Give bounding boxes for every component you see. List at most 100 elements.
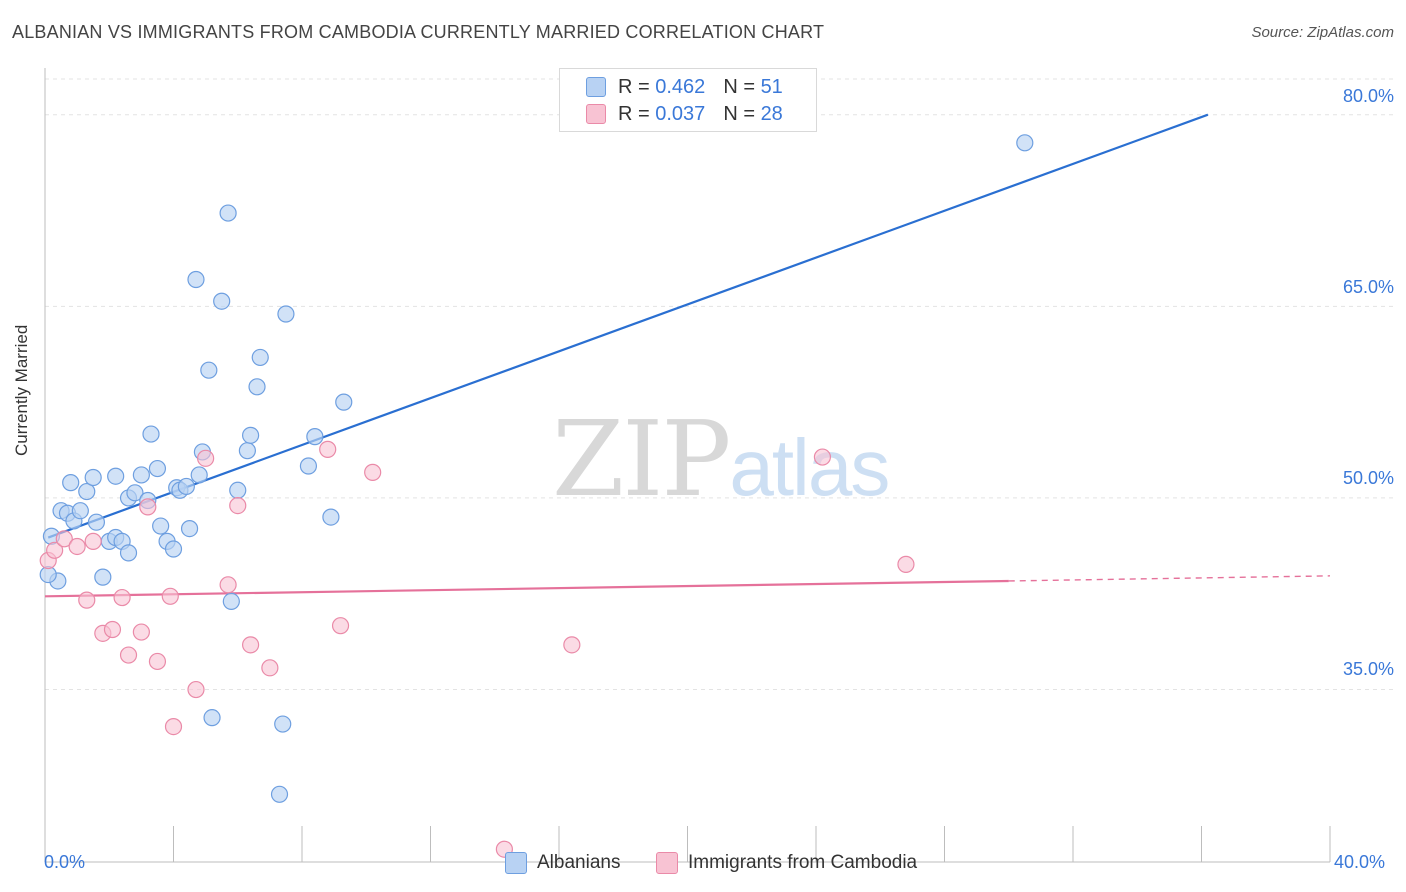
legend-n-label: N =: [723, 75, 755, 98]
albanians-point: [299, 457, 318, 475]
cambodia-point: [84, 532, 102, 550]
y-tick-label-80: 80.0%: [1342, 86, 1394, 106]
albanians-point: [187, 270, 205, 289]
x-min-label: 0.0%: [44, 852, 86, 872]
data-points: [39, 134, 1034, 858]
bottom-legend-label: Immigrants from Cambodia: [688, 852, 918, 873]
albanians-point: [148, 459, 167, 478]
cambodia-point: [331, 617, 350, 635]
legend-r-label: R =: [618, 75, 650, 98]
cambodia-point: [319, 440, 337, 458]
albanians-trend-line: [47, 113, 1209, 539]
bottom-legend-albanians: Albanians: [505, 852, 620, 874]
cambodia-point: [103, 620, 122, 639]
albanians-point: [219, 204, 237, 222]
y-axis-label: Currently Married: [12, 324, 31, 456]
albanians-point: [213, 292, 231, 310]
albanians-point: [200, 361, 218, 379]
cambodia-point: [78, 591, 96, 609]
albanians-point: [84, 468, 102, 487]
watermark-atlas: atlas: [729, 423, 890, 512]
gridlines: [45, 78, 1393, 691]
cambodia-point: [119, 646, 138, 664]
albanians-point: [62, 474, 80, 492]
cambodia-swatch: [656, 852, 678, 874]
watermark-zip: ZIP: [552, 398, 731, 520]
albanians-point: [164, 540, 183, 558]
cambodia-point: [55, 530, 73, 548]
y-tick-label-50: 50.0%: [1342, 468, 1394, 488]
source-credit: Source: ZipAtlas.com: [1251, 24, 1394, 41]
albanians-point: [1016, 134, 1034, 152]
albanians-point: [277, 305, 295, 323]
legend-row-albanians: R = 0.462 N = 51: [586, 75, 783, 99]
cambodia-point: [68, 537, 86, 556]
albanians-point: [190, 466, 208, 484]
bottom-legend-cambodia: Immigrants from Cambodia: [656, 852, 917, 874]
cambodia-point: [261, 659, 279, 677]
x-max-label: 40.0%: [1334, 852, 1386, 872]
cambodia-point: [364, 463, 382, 481]
albanians-point: [229, 481, 247, 499]
albanians-point: [274, 715, 292, 733]
albanians-point: [177, 477, 195, 496]
legend-r-label: R =: [618, 102, 650, 125]
albanians-point: [119, 544, 138, 562]
y-tick-label-65: 65.0%: [1342, 277, 1394, 297]
legend-n-label: N =: [723, 102, 755, 125]
cambodia-point: [139, 498, 157, 516]
stats-legend: R = 0.462 N = 51 R = 0.037 N = 28: [559, 68, 817, 132]
albanians-point: [94, 568, 112, 586]
cambodia-point: [897, 555, 915, 573]
cambodia-point: [161, 587, 179, 605]
albanians-point: [203, 709, 221, 727]
albanians-point: [306, 428, 324, 446]
cambodia-point: [197, 449, 215, 467]
albanians-point: [78, 482, 96, 501]
chart-title: ALBANIAN VS IMMIGRANTS FROM CAMBODIA CUR…: [12, 22, 825, 42]
cambodia-point: [563, 636, 581, 654]
albanians-point: [142, 425, 160, 443]
albanians-point: [152, 517, 170, 535]
albanians-point: [222, 592, 240, 611]
cambodia-point: [113, 588, 131, 607]
albanians-swatch: [505, 852, 527, 874]
cambodia-point: [164, 717, 183, 736]
albanians-point: [322, 508, 340, 526]
cambodia-point: [229, 497, 247, 515]
legend-r-value: 0.037: [655, 102, 706, 125]
albanians-point: [248, 378, 266, 396]
y-tick-label-35: 35.0%: [1342, 659, 1394, 679]
albanians-point: [71, 502, 89, 520]
legend-n-value: 51: [760, 75, 783, 98]
cambodia-trend-extension: [1008, 575, 1331, 582]
albanians-swatch: [586, 77, 606, 97]
albanians-point: [242, 426, 260, 444]
albanians-point: [107, 467, 125, 485]
albanians-point: [335, 393, 353, 411]
bottom-legend-label: Albanians: [537, 852, 621, 873]
cambodia-point: [46, 541, 64, 559]
legend-row-cambodia: R = 0.037 N = 28: [586, 102, 783, 126]
cambodia-point: [187, 680, 205, 699]
cambodia-point: [148, 652, 167, 671]
cambodia-point: [242, 636, 260, 654]
cambodia-trend-line: [44, 579, 1009, 598]
albanians-point: [126, 484, 144, 502]
albanians-point: [270, 785, 289, 803]
legend-r-value: 0.462: [655, 75, 706, 98]
watermark: ZIPatlas: [552, 398, 890, 520]
albanians-point: [180, 519, 199, 538]
cambodia-swatch: [586, 104, 606, 124]
axes: [44, 68, 1331, 863]
cambodia-point: [219, 576, 237, 594]
trend-lines: [44, 113, 1331, 598]
albanians-point: [87, 513, 106, 531]
albanians-point: [238, 442, 256, 460]
albanians-point: [132, 466, 150, 484]
cambodia-point: [813, 448, 832, 466]
albanians-point: [251, 348, 269, 367]
cambodia-point: [132, 623, 150, 641]
legend-n-value: 28: [760, 102, 783, 125]
